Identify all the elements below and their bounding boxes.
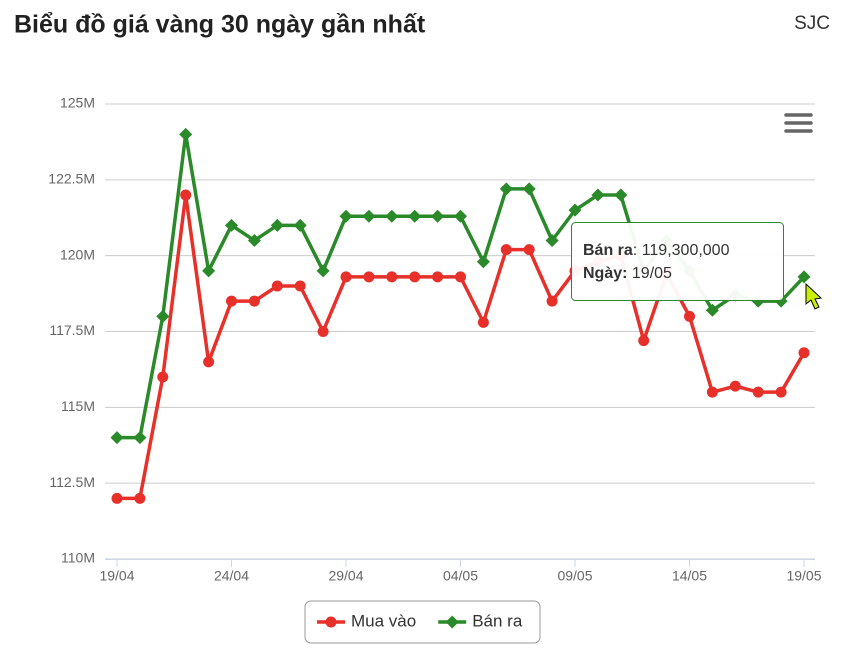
y-tick-label: 112.5M [49, 474, 95, 490]
x-tick-label: 04/05 [443, 568, 478, 584]
data-point [180, 189, 192, 201]
x-tick-label: 14/05 [672, 568, 707, 584]
data-point [386, 271, 398, 283]
y-tick-label: 117.5M [49, 322, 95, 338]
tooltip: Bán ra: 119,300,000 Ngày: 19/05 [571, 222, 784, 301]
data-point [111, 492, 123, 504]
data-point [293, 218, 307, 232]
data-point [477, 316, 489, 328]
chart-subtitle: SJC [794, 13, 830, 34]
data-point [248, 295, 260, 307]
tooltip-label: Ngày: [583, 265, 627, 282]
data-point [798, 347, 810, 359]
data-point [705, 303, 719, 317]
data-point [316, 264, 330, 278]
y-tick-label: 110M [61, 550, 95, 566]
data-point [408, 209, 422, 223]
legend-box [304, 600, 541, 644]
data-point [546, 295, 558, 307]
data-point [339, 209, 353, 223]
tooltip-text: : 119,300,000 [633, 242, 730, 259]
data-point [340, 271, 352, 283]
tooltip-text: 19/05 [627, 265, 672, 282]
mouse-cursor [805, 282, 823, 310]
data-point [706, 386, 718, 398]
data-point [270, 218, 284, 232]
y-tick-label: 115M [61, 398, 95, 414]
x-tick-label: 24/04 [214, 568, 249, 584]
x-tick-label: 29/04 [328, 568, 363, 584]
data-point [156, 309, 170, 323]
data-point [476, 255, 490, 269]
data-point [362, 209, 376, 223]
tooltip-line: Bán ra: 119,300,000 [583, 242, 730, 259]
data-point [454, 209, 467, 223]
legend-item[interactable]: Mua vào [317, 611, 416, 630]
menu-button[interactable] [780, 108, 816, 138]
data-point [317, 326, 329, 337]
data-point [591, 188, 605, 202]
data-point [775, 386, 787, 398]
legend-item[interactable]: Bán ra [438, 611, 523, 630]
x-tick-label: 19/05 [786, 568, 821, 584]
data-point [225, 218, 238, 232]
x-tick-label: 09/05 [557, 568, 592, 584]
data-point [431, 209, 445, 223]
data-point [500, 244, 512, 256]
tooltip-line: Ngày: 19/05 [583, 265, 672, 282]
chart-title: Biểu đồ giá vàng 30 ngày gần nhất [14, 11, 426, 39]
data-point [203, 356, 215, 368]
data-point [499, 182, 513, 196]
legend-marker [445, 615, 459, 629]
data-point [523, 244, 535, 256]
y-tick-label: 120M [60, 246, 95, 262]
data-point [271, 280, 283, 292]
data-point [638, 335, 650, 347]
data-point [729, 380, 741, 392]
data-point [797, 270, 811, 284]
data-point [294, 280, 306, 292]
data-point [133, 431, 147, 445]
data-point [134, 492, 146, 504]
data-point [363, 271, 375, 283]
data-point [522, 182, 536, 196]
tooltip-label: Bán ra [583, 242, 633, 259]
legend: Mua vào Bán ra [304, 600, 541, 644]
data-point [110, 431, 124, 445]
data-point [226, 295, 237, 307]
data-point [752, 386, 764, 398]
data-point [202, 264, 216, 278]
data-point [568, 203, 582, 217]
data-point [157, 371, 169, 383]
data-point [455, 271, 466, 283]
tooltip-box [571, 222, 784, 301]
legend-label: Mua vào [351, 611, 416, 630]
legend-marker [325, 616, 337, 628]
data-point [432, 271, 444, 283]
y-tick-label: 122.5M [48, 171, 95, 187]
data-point [614, 188, 628, 202]
data-point [545, 234, 559, 247]
data-point [409, 271, 421, 283]
data-point [247, 234, 261, 247]
y-tick-label: 125M [60, 95, 95, 111]
data-point [179, 127, 193, 141]
x-tick-label: 19/04 [99, 568, 134, 584]
legend-label: Bán ra [472, 611, 523, 630]
data-point [684, 310, 695, 322]
data-point [385, 209, 399, 223]
